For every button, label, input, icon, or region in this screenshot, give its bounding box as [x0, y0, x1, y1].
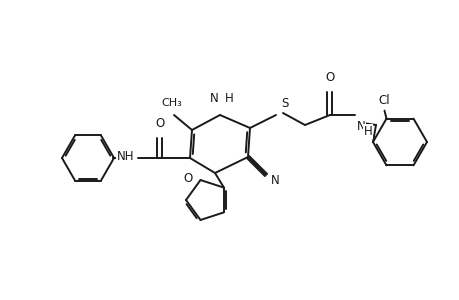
Text: H: H	[363, 125, 372, 138]
Text: N: N	[270, 175, 279, 188]
Text: H: H	[224, 92, 233, 105]
Text: NH: NH	[116, 149, 134, 163]
Text: S: S	[280, 97, 288, 110]
Text: Cl: Cl	[378, 94, 390, 106]
Text: O: O	[155, 117, 164, 130]
Text: N: N	[210, 92, 218, 105]
Text: O: O	[325, 71, 334, 84]
Text: N: N	[356, 120, 365, 133]
Text: O: O	[183, 172, 192, 184]
Text: CH₃: CH₃	[161, 98, 182, 108]
